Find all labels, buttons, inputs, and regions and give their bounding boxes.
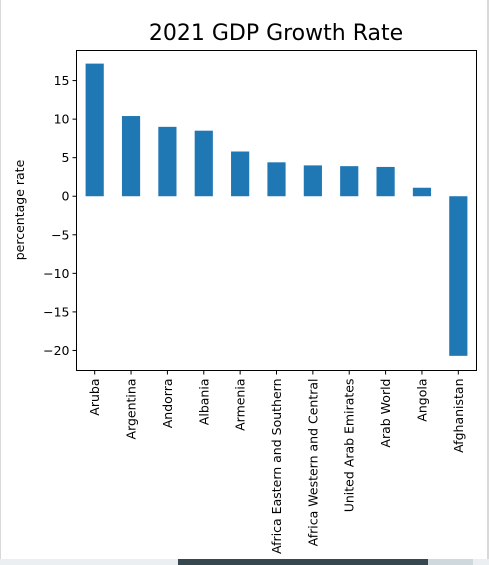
x-tick-label: Argentina [124, 379, 139, 440]
window-frame-left [0, 0, 1, 565]
y-tick-label: −10 [43, 266, 69, 281]
x-tick-label: Arab World [378, 379, 393, 448]
bottom-scrollbar-thumb[interactable] [178, 559, 428, 565]
bar [267, 162, 286, 197]
y-tick-label: 5 [62, 150, 70, 165]
bar [121, 116, 141, 197]
y-axis-label: percentage rate [12, 159, 27, 260]
x-tick-label: Afghanistan [451, 379, 466, 453]
x-tick-label: Aruba [87, 379, 102, 416]
y-tick-label: 15 [54, 73, 70, 88]
x-tick-label: Africa Western and Central [305, 379, 320, 547]
bar [449, 196, 468, 356]
y-axis: 15 10 5 0 −5 −10 −15 −20 [43, 73, 77, 358]
x-tick-label: Armenia [233, 379, 248, 431]
window-frame-right [487, 0, 489, 565]
bar [303, 165, 322, 197]
x-axis: Aruba Argentina Andorra Albania Armenia Afric… [87, 370, 466, 554]
x-tick-label: Angola [414, 379, 429, 422]
bottom-scrollbar-end [428, 559, 473, 565]
bar [376, 166, 395, 197]
bar [231, 151, 250, 197]
bar [85, 63, 104, 197]
bar [412, 187, 432, 197]
x-tick-label: Andorra [160, 379, 175, 429]
bar [194, 130, 213, 197]
y-tick-label: −15 [43, 304, 69, 319]
x-tick-label: Albania [196, 379, 211, 426]
x-tick-label: United Arab Emirates [342, 379, 357, 513]
y-tick-label: −20 [43, 343, 69, 358]
y-tick-label: 0 [62, 189, 70, 204]
bar-group [85, 63, 468, 356]
bar [158, 126, 177, 197]
bar [340, 166, 359, 197]
y-tick-label: −5 [51, 227, 69, 242]
x-tick-label: Africa Eastern and Southern [269, 379, 284, 554]
y-tick-label: 10 [54, 112, 70, 127]
chart-title: 2021 GDP Growth Rate [149, 21, 403, 46]
plot-area-frame [76, 50, 477, 371]
